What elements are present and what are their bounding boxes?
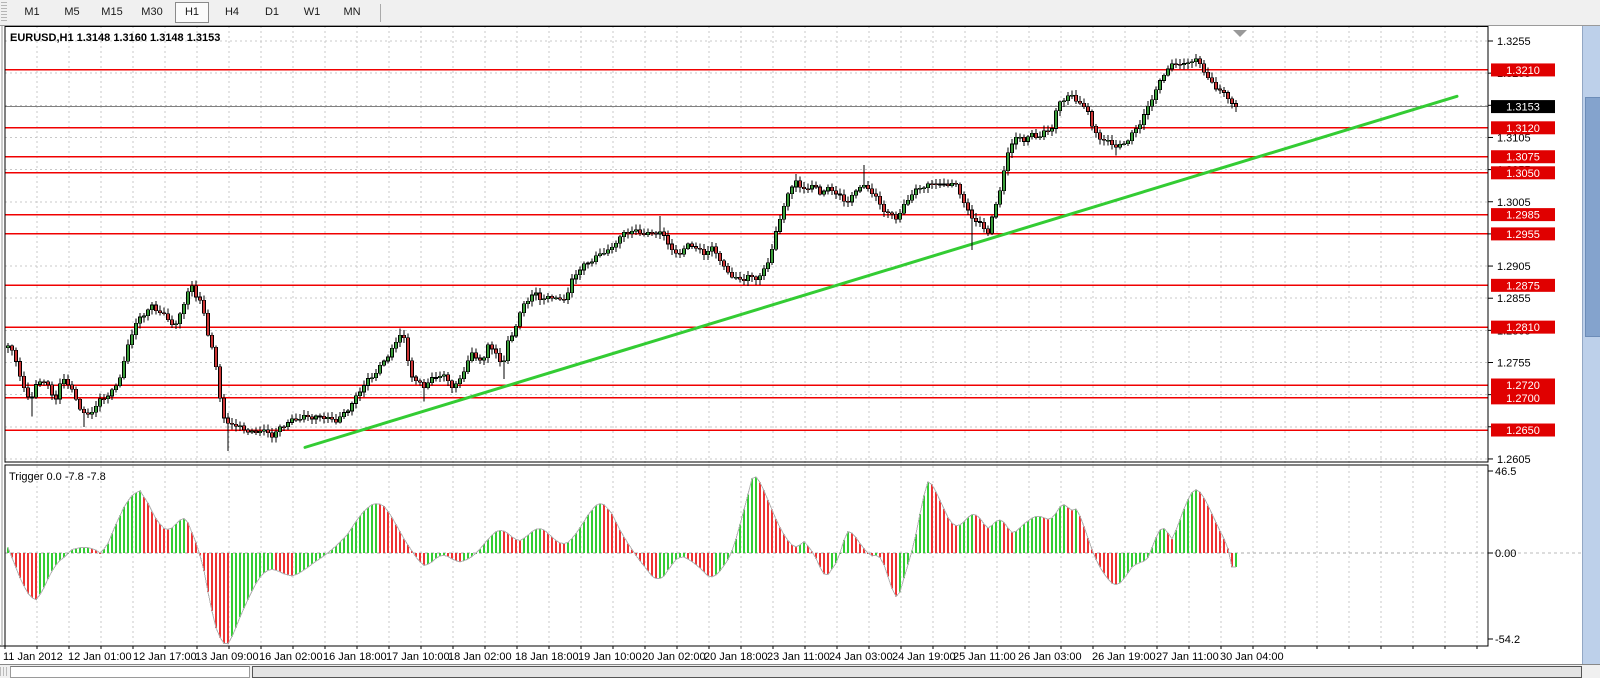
timeframe-buttons: M1 M5 M15 M30 H1 H4 D1 W1 MN (12, 2, 372, 23)
price-badge-label: 1.2700 (1506, 393, 1540, 405)
price-badge-1.2875 (1491, 278, 1555, 292)
date-label: 12 Jan 17:00 (133, 651, 197, 663)
chart-background (0, 26, 1600, 664)
date-label: 18 Jan 18:00 (515, 651, 579, 663)
date-label: 18 Jan 02:00 (448, 651, 512, 663)
date-label: 20 Jan 02:00 (642, 651, 706, 663)
timeframe-button-M30[interactable]: M30 (141, 6, 163, 18)
price-badge-1.2700 (1491, 391, 1555, 405)
toolbar-grip-handle[interactable] (1, 2, 7, 23)
candlestick-series (6, 53, 1238, 452)
price-tick-label: 1.3005 (1497, 197, 1531, 209)
toolbar-separator (380, 3, 381, 22)
trendline[interactable] (303, 94, 1459, 449)
price-badge-1.2650 (1491, 423, 1555, 437)
price-badge-label: 1.2810 (1506, 322, 1540, 334)
horizontal-scrollbar-thumb[interactable] (252, 666, 1582, 678)
timeframe-button-H1[interactable]: H1 (175, 2, 209, 23)
price-badge-1.3210 (1491, 63, 1555, 77)
timeframe-toolbar: M1 M5 M15 M30 H1 H4 D1 W1 MN (0, 0, 1600, 26)
price-tick-label: 1.2605 (1497, 454, 1531, 466)
price-badge-label: 1.2875 (1506, 280, 1540, 292)
right-scrollbar-track[interactable] (1582, 15, 1600, 664)
date-label: 19 Jan 10:00 (578, 651, 642, 663)
price-badge-1.2955 (1491, 227, 1555, 241)
statusbar-grip (0, 667, 8, 676)
chart-title: EURUSD,H1 1.3148 1.3160 1.3148 1.3153 (10, 32, 220, 44)
price-badge-1.2720 (1491, 378, 1555, 392)
timeframe-button-D1[interactable]: D1 (264, 6, 280, 18)
price-badge-label: 1.3050 (1506, 168, 1540, 180)
date-label: 13 Jan 09:00 (195, 651, 259, 663)
timeframe-button-M5[interactable]: M5 (64, 6, 80, 18)
current-bar-marker-icon (1233, 30, 1247, 37)
right-scrollbar-thumb[interactable] (1585, 97, 1600, 337)
indicator-scale-zero: 0.00 (1495, 548, 1516, 560)
timeframe-button-W1[interactable]: W1 (303, 6, 321, 18)
statusbar-cell (10, 666, 250, 678)
price-badge-label: 1.2955 (1506, 229, 1540, 241)
price-badge-1.3075 (1491, 150, 1555, 164)
chart-area[interactable]: 1.32551.32051.31551.31051.30551.30051.29… (0, 15, 1600, 664)
pane-frames (0, 26, 1489, 647)
price-axis[interactable]: 1.32551.32051.31551.31051.30551.30051.29… (1488, 36, 1555, 640)
indicator-label: Trigger 0.0 -7.8 -7.8 (9, 471, 106, 483)
support-resistance-lines[interactable] (5, 69, 1488, 431)
timeframe-button-MN[interactable]: MN (343, 6, 361, 18)
price-badge-1.2810 (1491, 320, 1555, 334)
date-label: 25 Jan 11:00 (953, 651, 1016, 663)
price-tick-label: 1.3255 (1497, 36, 1531, 48)
date-label: 17 Jan 10:00 (386, 651, 450, 663)
price-tick-label: 1.2905 (1497, 261, 1531, 273)
date-label: 11 Jan 2012 (3, 651, 63, 663)
date-label: 27 Jan 11:00 (1156, 651, 1219, 663)
price-chart-canvas[interactable]: 1.32551.32051.31551.31051.30551.30051.29… (0, 26, 1600, 664)
price-badge-label: 1.3075 (1506, 152, 1540, 164)
price-badge-1.3050 (1491, 166, 1555, 180)
trigger-indicator-histogram (7, 476, 1237, 645)
price-tick-label: 1.2755 (1497, 358, 1531, 370)
price-badge-label: 1.3120 (1506, 123, 1540, 135)
date-label: 26 Jan 03:00 (1018, 651, 1082, 663)
timeframe-button-H4[interactable]: H4 (224, 6, 240, 18)
date-label: 30 Jan 04:00 (1220, 651, 1284, 663)
price-badge-label: 1.3153 (1506, 102, 1540, 114)
indicator-scale-max: 46.5 (1495, 466, 1516, 478)
date-label: 24 Jan 19:00 (892, 651, 956, 663)
status-bar (0, 664, 1600, 678)
date-label: 26 Jan 19:00 (1092, 651, 1156, 663)
price-tick-label: 1.2855 (1497, 293, 1531, 305)
date-label: 16 Jan 18:00 (323, 651, 387, 663)
date-label: 23 Jan 11:00 (767, 651, 830, 663)
timeframe-button-M15[interactable]: M15 (101, 6, 123, 18)
date-label: 20 Jan 18:00 (704, 651, 768, 663)
price-badge-label: 1.2985 (1506, 210, 1540, 222)
price-badge-label: 1.2650 (1506, 425, 1540, 437)
price-badge-1.2985 (1491, 208, 1555, 222)
price-badge-label: 1.3210 (1506, 65, 1540, 77)
date-label: 12 Jan 01:00 (68, 651, 132, 663)
price-badge-label: 1.2720 (1506, 380, 1540, 392)
price-tick-label: 1.3105 (1497, 132, 1531, 144)
date-label: 16 Jan 02:00 (259, 651, 323, 663)
timeframe-button-M1[interactable]: M1 (24, 6, 40, 18)
price-badge-1.3120 (1491, 121, 1555, 135)
price-badge-1.3153 (1491, 100, 1555, 114)
indicator-scale-min: -54.2 (1495, 634, 1520, 646)
date-label: 24 Jan 03:00 (829, 651, 893, 663)
